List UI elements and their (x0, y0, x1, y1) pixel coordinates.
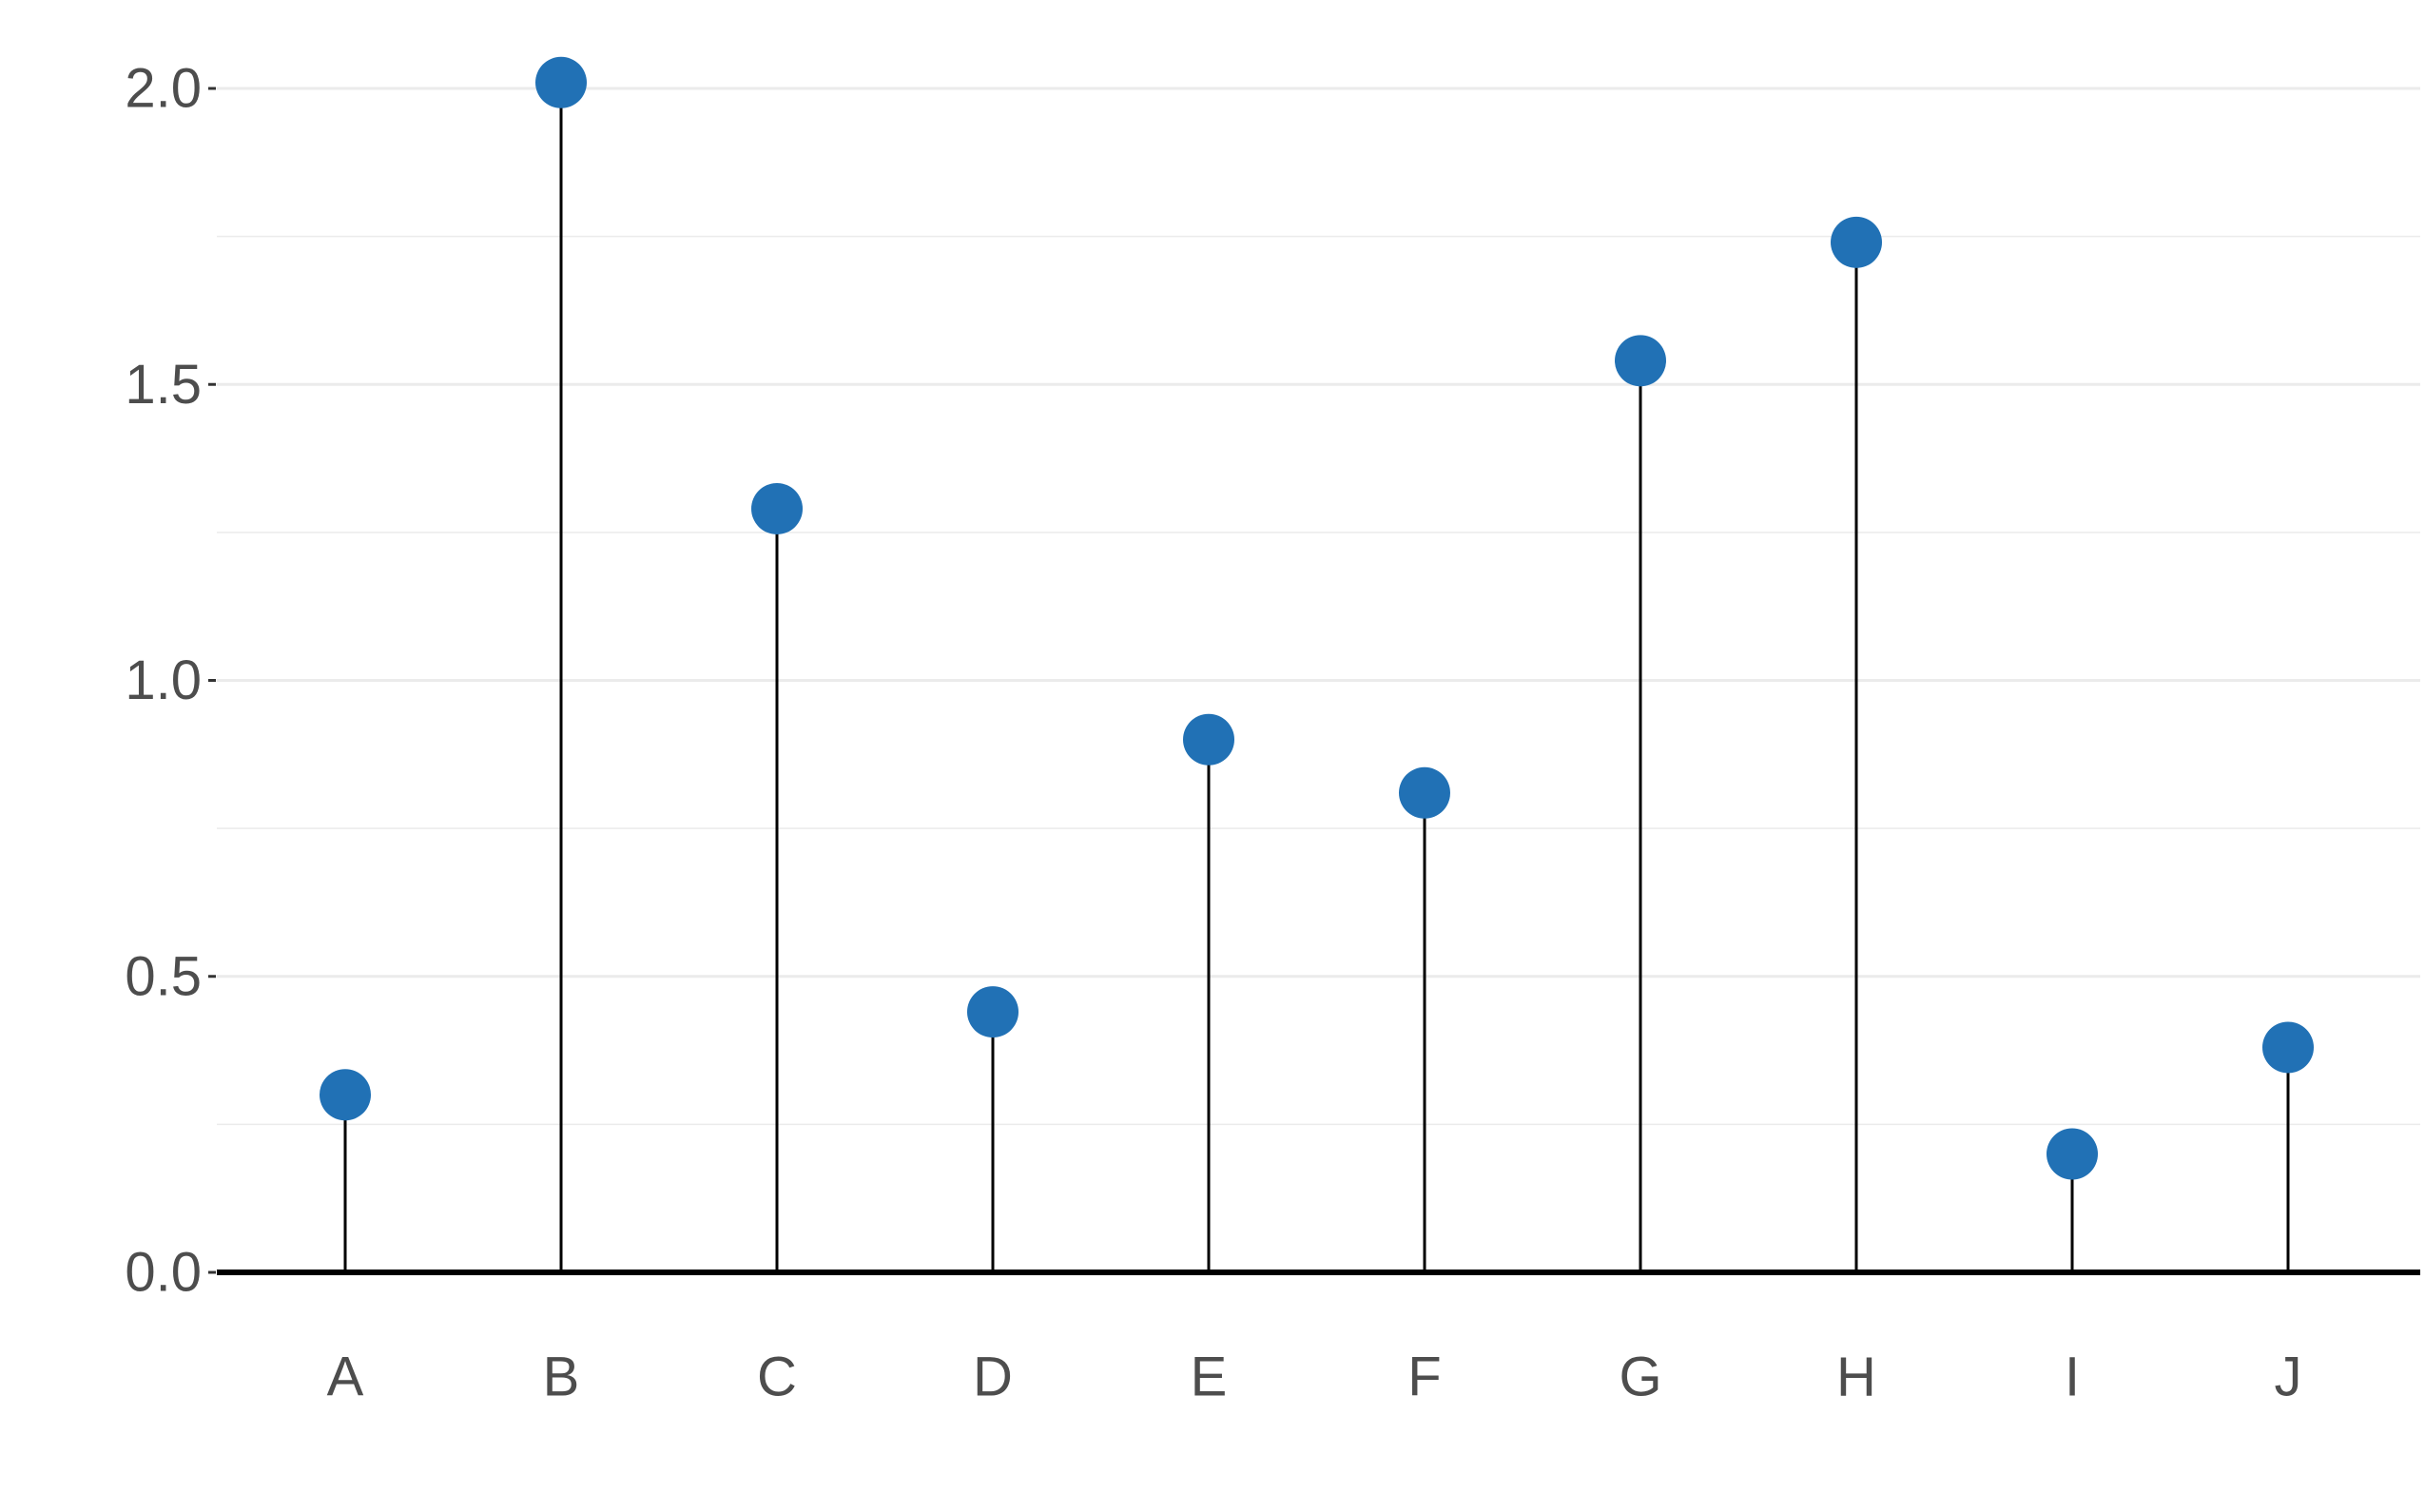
x-tick-label: I (2065, 1347, 2080, 1408)
points (320, 56, 2314, 1180)
lollipop-point-C (751, 482, 803, 534)
lollipop-point-D (967, 986, 1018, 1038)
y-axis: 0.0 0.5 1.0 1.5 2.0 (125, 58, 216, 1304)
x-tick-label: H (1836, 1347, 1876, 1408)
x-tick-label: F (1407, 1347, 1441, 1408)
lollipop-point-J (2262, 1021, 2314, 1074)
x-tick-label: D (973, 1347, 1013, 1408)
x-tick-label: B (543, 1347, 580, 1408)
gridlines (217, 87, 2420, 1126)
x-axis: A B C D E F G H I J (327, 1347, 2302, 1408)
lollipop-point-F (1399, 766, 1450, 819)
x-tick-label: A (327, 1347, 364, 1408)
y-tick-label: 1.0 (125, 649, 202, 711)
y-tick-label: 0.0 (125, 1242, 202, 1304)
x-tick-label: C (757, 1347, 797, 1408)
x-tick-label: E (1191, 1347, 1228, 1408)
y-tick-label: 0.5 (125, 945, 202, 1007)
lollipop-point-G (1615, 335, 1666, 387)
lollipop-point-B (535, 56, 587, 108)
y-tick-label: 1.5 (125, 354, 202, 416)
lollipop-point-E (1183, 713, 1234, 766)
lollipop-point-I (2047, 1128, 2098, 1180)
y-tick-label: 2.0 (125, 58, 202, 120)
lollipop-point-A (320, 1069, 371, 1121)
x-tick-label: J (2275, 1347, 2302, 1408)
x-tick-label: G (1619, 1347, 1661, 1408)
stems (343, 82, 2290, 1272)
lollipop-point-H (1831, 216, 1882, 268)
